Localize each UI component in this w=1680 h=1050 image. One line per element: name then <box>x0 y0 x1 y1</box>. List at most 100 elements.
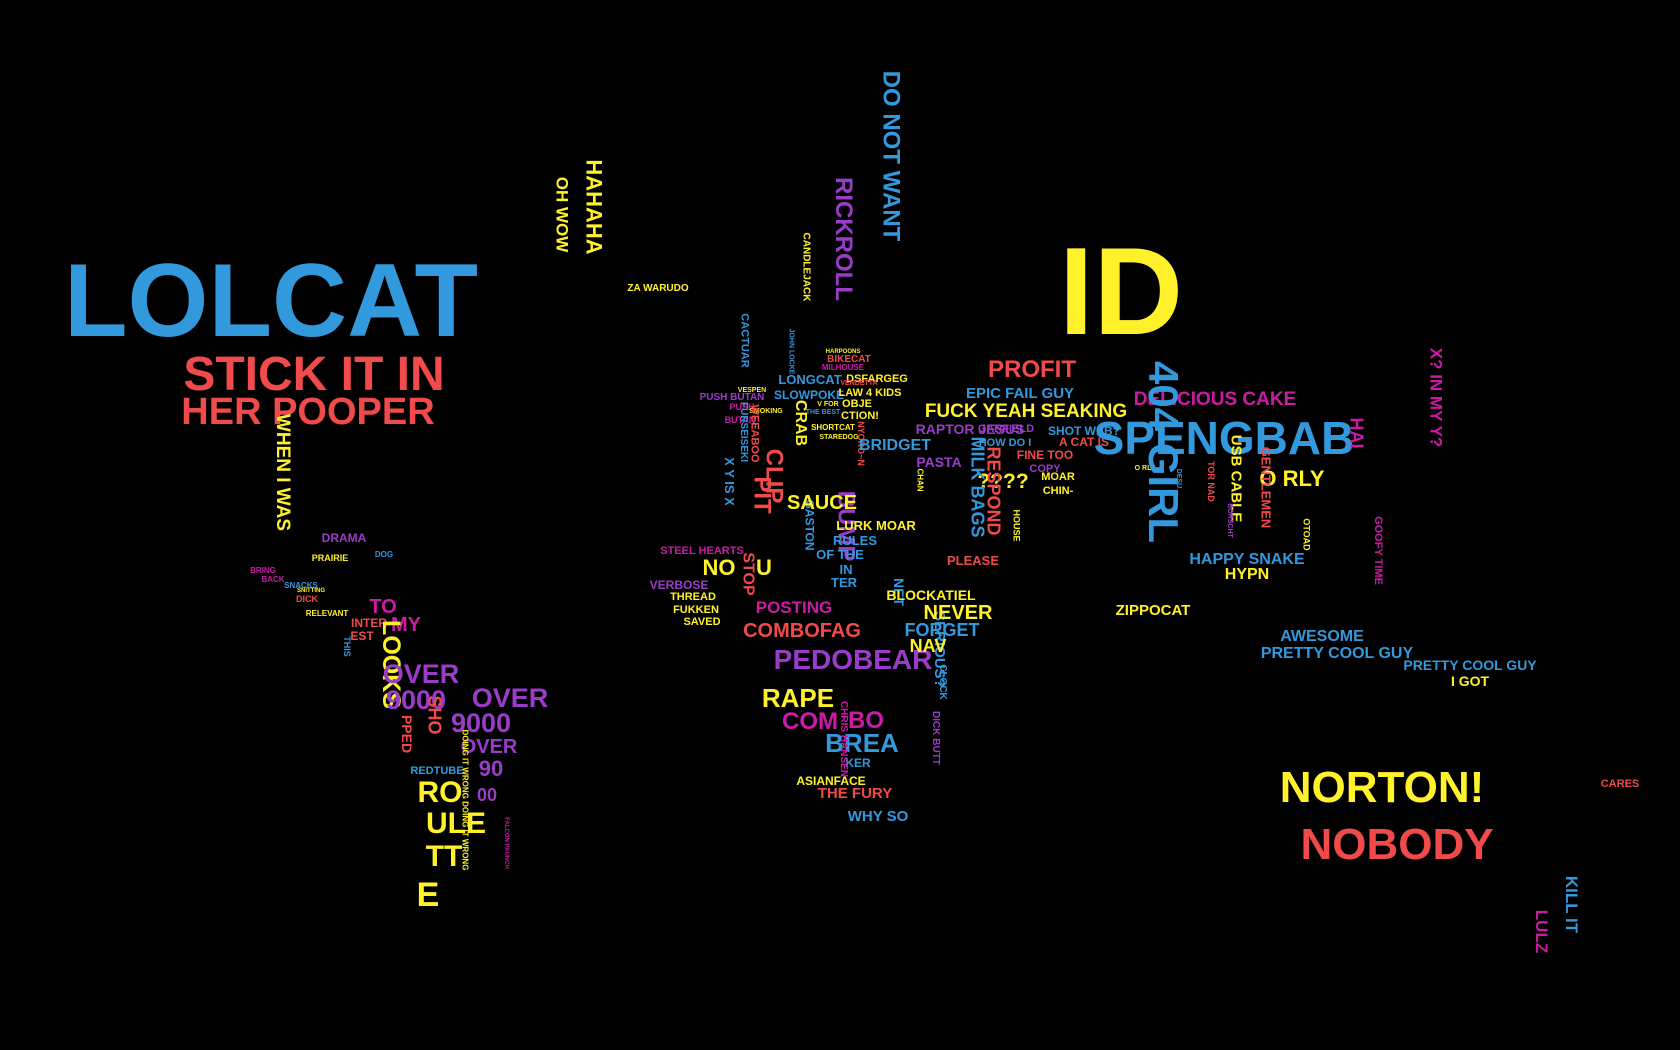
word-label: X Y IS X <box>721 456 737 506</box>
word-label: U <box>756 555 772 580</box>
word-label: CLOCK <box>936 664 948 700</box>
word-label: OTOAD <box>1301 518 1312 551</box>
word-label: HER POOPER <box>181 391 435 433</box>
word-label: A CAT IS <box>1059 435 1109 449</box>
word-label: RICKROLL <box>829 177 857 301</box>
word-label: PRETTY COOL GUY <box>1403 657 1537 673</box>
word-label: BUTAN <box>724 414 756 425</box>
word-label: MOAR <box>1041 470 1075 483</box>
word-label: OBJE <box>842 397 872 410</box>
word-label: VESPEN <box>737 386 767 394</box>
word-label: DOG <box>374 550 394 559</box>
word-label: RAPE <box>761 683 835 713</box>
word-label: SHO <box>424 695 445 735</box>
word-label: BREA <box>825 728 899 758</box>
word-label: CTION! <box>841 409 879 422</box>
word-label: EST <box>350 629 374 643</box>
word-label: AWESOME <box>1280 628 1364 645</box>
word-label: DSFARGEG <box>846 372 908 385</box>
word-label: CANDLEJACK <box>800 232 812 301</box>
word-label: POSTING <box>755 597 833 617</box>
word-label: FUCK YEAH SEAKING <box>924 400 1128 422</box>
word-label: HAI <box>1346 417 1367 448</box>
word-label: GOOFY TIME <box>1371 515 1384 585</box>
word-label: FUKKEN <box>673 603 719 616</box>
word-label: RO <box>417 776 463 809</box>
word-label: DRAMA <box>321 531 367 545</box>
word-label: V FOR <box>817 400 839 408</box>
word-label: NO <box>702 555 736 580</box>
word-label: INTER <box>351 616 387 630</box>
word-label: MILHOUSE <box>821 363 865 372</box>
word-label: EPIC FAIL GUY <box>965 384 1075 402</box>
word-label: NORTON! <box>1279 763 1485 812</box>
word-label: E <box>416 876 440 914</box>
word-label: O RLY <box>1259 466 1325 491</box>
word-label: JOHN LOCKE <box>786 328 794 375</box>
word-label: HAPPY SNAKE <box>1189 551 1305 568</box>
word-label: GARFIELD <box>977 422 1035 435</box>
word-label: CHIN- <box>1042 484 1074 497</box>
word-label: DICK <box>296 593 318 604</box>
word-label: CHRIS HANSEN <box>838 700 850 777</box>
word-label: THREAD <box>670 590 716 603</box>
word-label: TOR NAD <box>1205 460 1216 502</box>
word-label: ID <box>1059 223 1183 361</box>
word-label: O RLY <box>1134 464 1156 472</box>
word-label: THIS <box>341 635 352 657</box>
word-label: LULZ <box>1531 910 1551 954</box>
word-label: LAW 4 KIDS <box>838 386 902 399</box>
word-label: DO NOT WANT <box>877 70 905 241</box>
word-label: 404 GIRL <box>1140 360 1188 543</box>
word-label: I GOT <box>1450 673 1490 689</box>
word-label: STICK IT IN <box>183 348 445 401</box>
word-label: ZIPPOCAT <box>1115 601 1191 619</box>
word-label: THE BEST <box>805 408 841 416</box>
word-label: FALCON PAUNCH <box>502 817 509 869</box>
word-label: SAUCE <box>786 492 857 514</box>
word-label: TO <box>369 596 397 618</box>
word-label: STEEL HEARTS <box>660 544 744 557</box>
word-label: TER <box>831 574 857 590</box>
word-label: RAPTOR JESUS <box>915 421 1025 437</box>
word-label: LURK MOAR <box>836 517 916 533</box>
word-label: REDTUBE <box>410 764 464 777</box>
word-label: RELEVANT <box>305 609 349 618</box>
word-label: ???? <box>977 469 1029 493</box>
word-label: ASIANFACE <box>796 774 866 788</box>
word-label: OVER <box>382 658 460 689</box>
word-label: WHEN I WAS <box>271 414 293 532</box>
word-label: IN <box>839 561 853 577</box>
word-label: PLEASE <box>946 552 999 568</box>
word-label: COM <box>782 708 838 735</box>
word-label: FURSEISEKI <box>738 401 750 462</box>
word-label: SAVED <box>683 615 721 628</box>
word-label: BORSCHT <box>1225 502 1233 538</box>
word-label: BLOCKATIEL <box>886 587 976 603</box>
word-label: SHORTCAT <box>811 423 855 432</box>
word-label: 90 <box>478 756 504 781</box>
word-label: BO <box>848 707 884 734</box>
word-label: OVER <box>471 682 549 713</box>
word-label: MY <box>391 614 421 636</box>
word-label: SNACKS <box>284 581 318 590</box>
word-label: RESPOND <box>983 446 1004 536</box>
word-label: DICK BUTT <box>929 711 941 765</box>
word-label: NAV <box>909 636 947 656</box>
word-label: KILL IT <box>1561 876 1581 934</box>
word-label: KER <box>845 756 871 770</box>
word-label: OH WOW <box>551 176 571 253</box>
word-label: GENTLEMEN <box>1257 446 1273 529</box>
word-label: PUSH <box>729 401 755 412</box>
word-label: HAHAHA <box>581 159 607 255</box>
word-label: PASTA <box>916 454 962 470</box>
word-label: COPY <box>1029 462 1061 475</box>
word-label: BIKECAT <box>827 354 871 365</box>
word-label: HYPN <box>1224 566 1270 583</box>
word-label: LONGCAT <box>778 371 842 387</box>
word-label: SLOWPOKE <box>773 388 844 402</box>
word-label: SHOT WEB? <box>1048 424 1120 438</box>
word-label: 9000 <box>385 684 447 715</box>
word-label: PPED <box>399 714 416 753</box>
word-label: X? IN MY Y? <box>1425 347 1445 448</box>
